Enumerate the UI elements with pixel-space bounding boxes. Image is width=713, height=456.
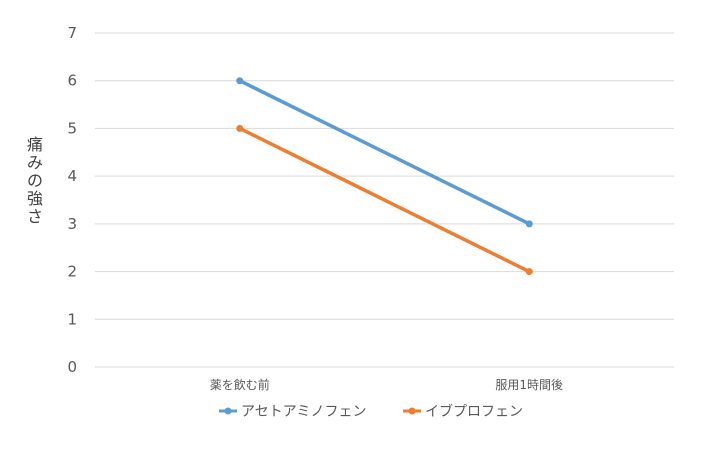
data-point xyxy=(525,268,533,276)
legend-label: アセトアミノフェン xyxy=(241,404,366,420)
y-tick-label: 1 xyxy=(67,310,77,328)
y-tick-label: 3 xyxy=(67,215,77,233)
legend: アセトアミノフェン イブプロフェン xyxy=(219,403,523,420)
data-point xyxy=(236,77,244,85)
y-axis-ticks: 0 1 2 3 4 5 6 7 xyxy=(67,24,77,376)
series-lines xyxy=(236,77,533,276)
y-tick-label: 5 xyxy=(67,119,77,137)
y-tick-label: 4 xyxy=(67,167,77,185)
legend-swatch-marker xyxy=(224,407,232,415)
y-tick-label: 7 xyxy=(67,24,77,42)
legend-label: イブプロフェン xyxy=(425,403,523,420)
legend-item: イブプロフェン xyxy=(403,403,523,420)
y-axis-label: 痛みの強さ xyxy=(27,135,43,226)
gridlines xyxy=(95,32,674,368)
y-tick-label: 2 xyxy=(67,263,77,281)
y-tick-label: 0 xyxy=(67,358,77,376)
series-1 xyxy=(236,77,533,228)
x-axis-categories: 薬を飲む前 服用1時間後 xyxy=(210,377,563,392)
x-category-label: 薬を飲む前 xyxy=(210,377,270,392)
series-line xyxy=(238,126,531,274)
legend-swatch-marker xyxy=(408,407,416,415)
y-axis-title: 痛みの強さ xyxy=(27,135,43,226)
series-line xyxy=(238,78,531,226)
x-category-label: 服用1時間後 xyxy=(495,378,563,392)
data-point xyxy=(525,220,533,228)
y-tick-label: 6 xyxy=(67,72,77,90)
data-point xyxy=(236,124,244,132)
series-2 xyxy=(236,124,533,276)
legend-item: アセトアミノフェン xyxy=(219,404,366,420)
